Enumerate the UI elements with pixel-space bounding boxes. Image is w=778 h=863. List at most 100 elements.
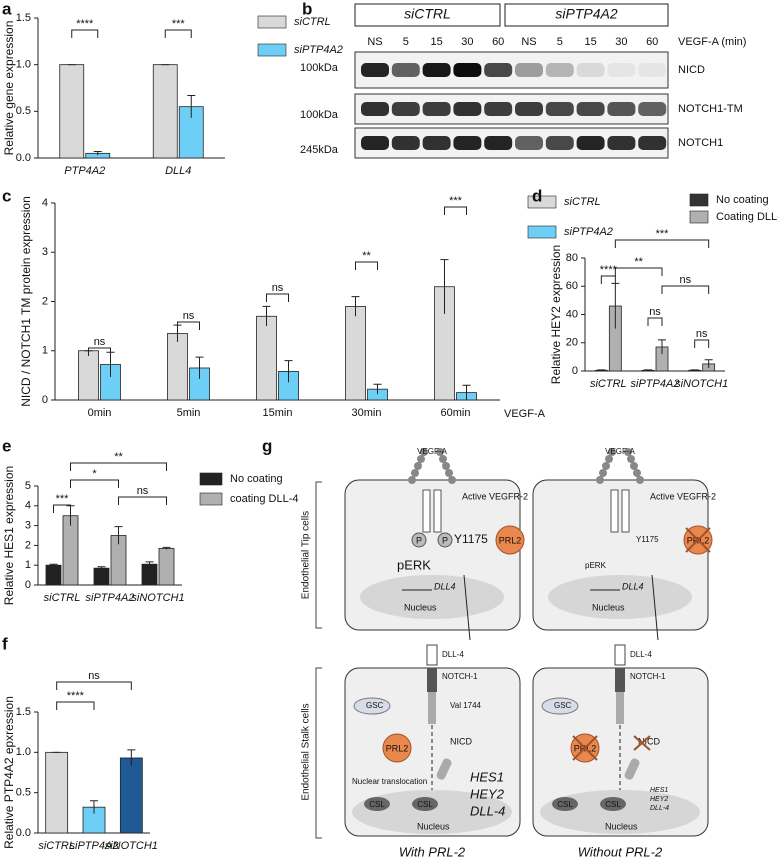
bar [119, 757, 143, 834]
significance-label: ns [88, 670, 100, 682]
x-tick-label: siPTP4A2 [70, 840, 119, 852]
legend-label: siCTRL [294, 16, 331, 28]
legend-label: siCTRL [564, 196, 601, 208]
error-bar [162, 546, 171, 550]
gsc [353, 697, 391, 715]
x-tick-label: siNOTCH1 [675, 378, 728, 390]
receptor-label: Active VEGFR-2 [650, 491, 716, 501]
y-tick-label: 0 [572, 365, 578, 377]
y-tick-label: 0 [25, 579, 31, 591]
x-tick-label: siCTRL [590, 378, 627, 390]
blot-band [453, 102, 482, 116]
erk-label: pERK [397, 557, 431, 572]
blot-band [484, 102, 513, 116]
y-axis-label: Relative HEY2 expression [549, 245, 563, 384]
y-axis-label: Relative PTP4A2 epxression [2, 696, 16, 849]
csl-label: CSL [605, 800, 621, 809]
gene-label: DLL4 [622, 581, 644, 591]
vegf-bead [448, 476, 456, 484]
x-tick-label: siNOTCH1 [105, 840, 158, 852]
significance-bracket [71, 29, 99, 38]
y-axis-label: NICD / NOTCH1 TM protein expression [19, 196, 33, 407]
significance-label: ** [634, 256, 643, 268]
x-tick-label: siPTP4A2 [631, 378, 680, 390]
x-tick-label: 0min [88, 407, 112, 419]
significance-bracket [56, 681, 132, 690]
blot-band [453, 136, 482, 150]
bar [78, 350, 99, 401]
nucleus-label: Nucleus [417, 821, 450, 831]
blot-band [607, 136, 636, 150]
blot-band [422, 136, 451, 150]
error-bar [262, 305, 271, 327]
band-label: NOTCH1-TM [678, 103, 743, 115]
blot-band [638, 102, 667, 116]
nicd-fragment [436, 758, 452, 780]
significance-bracket [70, 462, 167, 471]
nicd-fragment [624, 758, 640, 780]
significance-label: ns [680, 274, 692, 286]
vegf-bead [630, 462, 638, 470]
x-tick-label: 60min [441, 407, 471, 419]
significance-label: ** [114, 451, 123, 463]
y-tick-label: 1.5 [16, 12, 31, 24]
bar [93, 567, 110, 586]
blot-band [361, 102, 389, 116]
notch-label: NOTCH-1 [442, 672, 478, 681]
target-gene: HEY2 [650, 796, 668, 803]
blot-band [391, 136, 420, 150]
error-bar [97, 566, 106, 570]
csl-label: CSL [369, 800, 385, 809]
caption: With PRL-2 [399, 844, 466, 859]
vegf-bead [439, 455, 447, 463]
significance-label: *** [56, 493, 70, 505]
erk-label: pERK [585, 561, 607, 570]
panel-letter: f [2, 634, 8, 653]
significance-label: ** [362, 250, 371, 262]
y-tick-label: 1.0 [16, 746, 31, 758]
dll4-ligand [614, 644, 626, 666]
dll4-label: DLL-4 [442, 650, 464, 659]
lane-label: 15 [584, 36, 596, 48]
significance-bracket [661, 285, 710, 294]
vegf-bead [605, 455, 613, 463]
bar [152, 64, 178, 159]
significance-bracket [177, 321, 200, 330]
y-axis-label: Relative HES1 expression [2, 466, 16, 605]
cross [685, 527, 711, 553]
phospho [437, 532, 453, 548]
panel-letter: c [2, 186, 11, 205]
bar [345, 306, 366, 401]
y-tick-label: 3 [25, 520, 31, 532]
y-tick-label: 0.5 [16, 105, 31, 117]
y-tick-label: 0.5 [16, 787, 31, 799]
legend-label: siPTP4A2 [564, 226, 613, 238]
significance-label: ns [94, 336, 106, 348]
group-label: siCTRL [404, 6, 451, 22]
blot-band [515, 63, 543, 77]
target-gene: DLL-4 [650, 805, 669, 812]
site-label: Y1175 [636, 535, 659, 544]
csl [600, 797, 626, 811]
error-bar [462, 384, 471, 400]
y-tick-label: 0 [42, 394, 48, 406]
significance-label: *** [449, 195, 463, 207]
notch-stalk [616, 692, 624, 724]
legend-swatch [257, 15, 287, 29]
significance-bracket [53, 504, 71, 513]
bar [59, 64, 85, 159]
lane-label: 60 [646, 36, 658, 48]
marker-label: 245kDa [300, 144, 339, 156]
error-bar [90, 800, 98, 814]
gsc-label: GSC [554, 701, 572, 710]
nucleus [352, 790, 512, 834]
notch-label: NOTCH-1 [630, 672, 666, 681]
blot-band [361, 136, 389, 150]
phospho [411, 532, 427, 548]
y-tick-label: 0.0 [16, 152, 31, 164]
notch [615, 668, 625, 692]
y-tick-label: 20 [566, 337, 578, 349]
x-tick-label: siPTP4A2 [86, 592, 135, 604]
bar [141, 563, 158, 586]
blot-band [607, 102, 636, 116]
